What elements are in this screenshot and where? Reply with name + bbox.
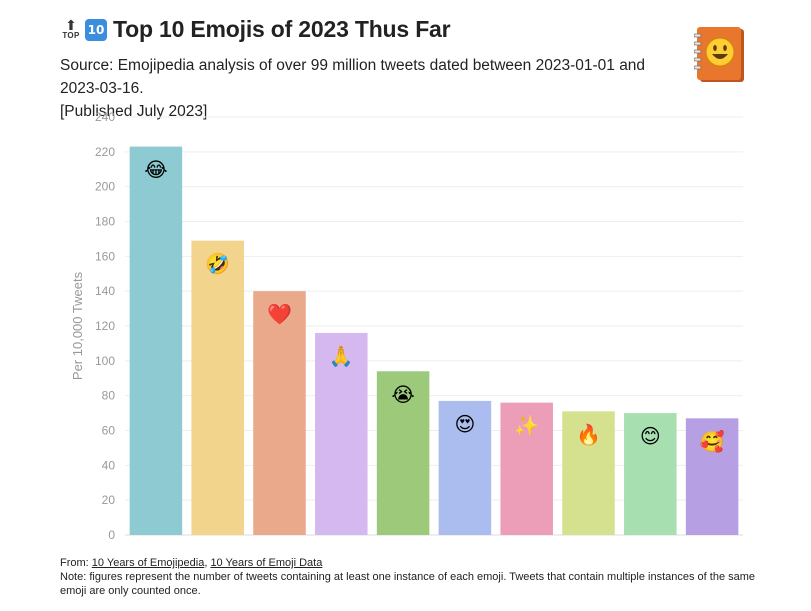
smiley-face — [705, 37, 735, 67]
footer-note: Note: figures represent the number of tw… — [60, 571, 756, 597]
y-tick-label: 20 — [102, 493, 116, 507]
page-title: Top 10 Emojis of 2023 Thus Far — [113, 16, 451, 42]
bar — [685, 418, 739, 535]
bar-emoji-label: ✨ — [514, 414, 539, 438]
footer-link-10-years-emoji-data[interactable]: 10 Years of Emoji Data — [210, 557, 323, 569]
bar-emoji-label: 😂 — [144, 158, 167, 182]
footer-from-label: From: — [60, 557, 92, 569]
bar — [129, 146, 183, 535]
subtitle-source: Source: Emojipedia analysis of over 99 m… — [60, 57, 646, 97]
y-tick-labels: 0 20 40 60 80 100 120 140 160 180 200 220 240 — [95, 110, 115, 542]
bar — [562, 411, 615, 535]
footer-separator: , — [204, 557, 211, 569]
y-tick-label: 220 — [95, 145, 115, 159]
bar-emoji-label: 😊 — [640, 424, 661, 448]
smiley-left-eye — [713, 45, 717, 51]
bar-emoji-labels: 😂 🤣 ❤️ 🙏 😭 😍 ✨ 🔥 😊 🥰 — [144, 158, 724, 454]
bar — [191, 240, 244, 536]
y-tick-label: 240 — [95, 110, 115, 124]
bar-emoji-label: 🙏 — [329, 344, 354, 368]
y-tick-label: 160 — [95, 249, 115, 263]
smiley-mouth — [712, 54, 728, 59]
bar-emoji-label: 😭 — [391, 382, 414, 406]
footer-source: From: 10 Years of Emojipedia, 10 Years o… — [60, 556, 780, 570]
bar — [438, 400, 492, 535]
y-axis-label: Per 10,000 Tweets — [70, 271, 85, 380]
bar — [253, 291, 306, 535]
y-tick-label: 100 — [95, 354, 115, 368]
subtitle: Source: Emojipedia analysis of over 99 m… — [60, 54, 680, 123]
y-tick-label: 180 — [95, 215, 115, 229]
bar-emoji-label: 🔥 — [576, 422, 601, 446]
footer: From: 10 Years of Emojipedia, 10 Years o… — [60, 556, 780, 598]
smiley-right-eye — [723, 45, 727, 51]
bar — [315, 332, 368, 535]
bar — [624, 413, 677, 535]
y-tick-label: 60 — [102, 424, 116, 438]
y-tick-label: 200 — [95, 180, 115, 194]
y-tick-label: 40 — [102, 458, 116, 472]
book-rings — [694, 33, 702, 70]
footer-link-10-years-emojipedia[interactable]: 10 Years of Emojipedia — [91, 557, 205, 569]
top-word: TOP — [62, 31, 80, 40]
y-tick-label: 0 — [108, 528, 115, 542]
emojipedia-book-icon — [694, 27, 744, 82]
bar-emoji-label: 🤣 — [204, 252, 230, 277]
bar — [500, 402, 553, 535]
bar-emoji-label: 😍 — [454, 412, 475, 436]
bars — [129, 146, 739, 536]
keycap-ten-icon: 10 — [85, 18, 107, 41]
title-row: ⬆ TOP 10 Top 10 Emojis of 2023 Thus Far — [60, 16, 450, 43]
y-tick-label: 120 — [95, 319, 115, 333]
bar — [376, 371, 430, 535]
top-arrow-icon: ⬆ TOP — [60, 17, 82, 40]
bar-emoji-label: 🥰 — [700, 429, 725, 453]
bar-emoji-label: ❤️ — [267, 302, 292, 326]
subtitle-published: [Published July 2023] — [60, 103, 208, 120]
y-tick-label: 80 — [102, 389, 116, 403]
up-arrow-glyph: ⬆ — [65, 17, 77, 33]
y-tick-label: 140 — [95, 284, 115, 298]
